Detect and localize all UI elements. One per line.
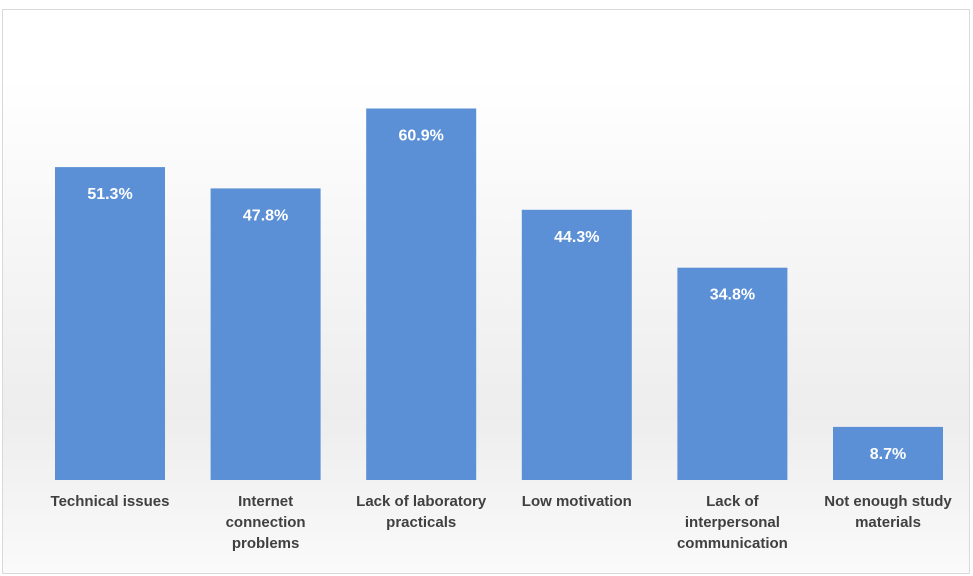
category-label-3: Lack of laboratory practicals (356, 493, 487, 531)
bar-value-label-3: 60.9% (399, 128, 444, 145)
category-label-5: Lack of interpersonal communication (677, 493, 788, 552)
category-label-line: Internet (238, 493, 293, 510)
bar-chart: 51.3% 47.8% 60.9% 44.3% 34.8% 8.7% Technical … (51, 108, 953, 552)
category-label-line: Lack of (706, 493, 760, 510)
category-label-line: problems (232, 535, 300, 552)
category-label-line: Lack of laboratory (356, 493, 487, 510)
bar-6 (833, 426, 943, 480)
category-label-6: Not enough study materials (824, 493, 952, 531)
bar-value-label-6: 8.7% (870, 446, 906, 463)
category-labels-group: Technical issues Internet connection proble… (51, 493, 953, 552)
bar-value-label-5: 34.8% (710, 287, 755, 304)
bar-2 (210, 188, 321, 480)
category-label-line: practicals (386, 514, 456, 531)
category-label-4: Low motivation (522, 493, 632, 510)
bar-1 (55, 167, 165, 480)
category-label-line: communication (677, 535, 788, 552)
chart-area: 51.3% 47.8% 60.9% 44.3% 34.8% 8.7% Technical … (2, 9, 970, 574)
category-label-line: Low motivation (522, 493, 632, 510)
bar-5 (677, 267, 788, 480)
category-label-line: Technical issues (51, 493, 170, 510)
bar-value-label-1: 51.3% (87, 186, 132, 203)
category-label-line: materials (855, 514, 921, 531)
bar-4 (521, 209, 632, 481)
bars-group (55, 108, 943, 481)
value-labels-group: 51.3% 47.8% 60.9% 44.3% 34.8% 8.7% (87, 128, 906, 463)
bar-value-label-4: 44.3% (554, 229, 599, 246)
category-label-1: Technical issues (51, 493, 170, 510)
category-label-2: Internet connection problems (226, 493, 306, 552)
category-label-line: connection (226, 514, 306, 531)
category-label-line: interpersonal (685, 514, 780, 531)
bar-value-label-2: 47.8% (243, 207, 288, 224)
bar-3 (366, 108, 477, 480)
category-label-line: Not enough study (824, 493, 952, 510)
